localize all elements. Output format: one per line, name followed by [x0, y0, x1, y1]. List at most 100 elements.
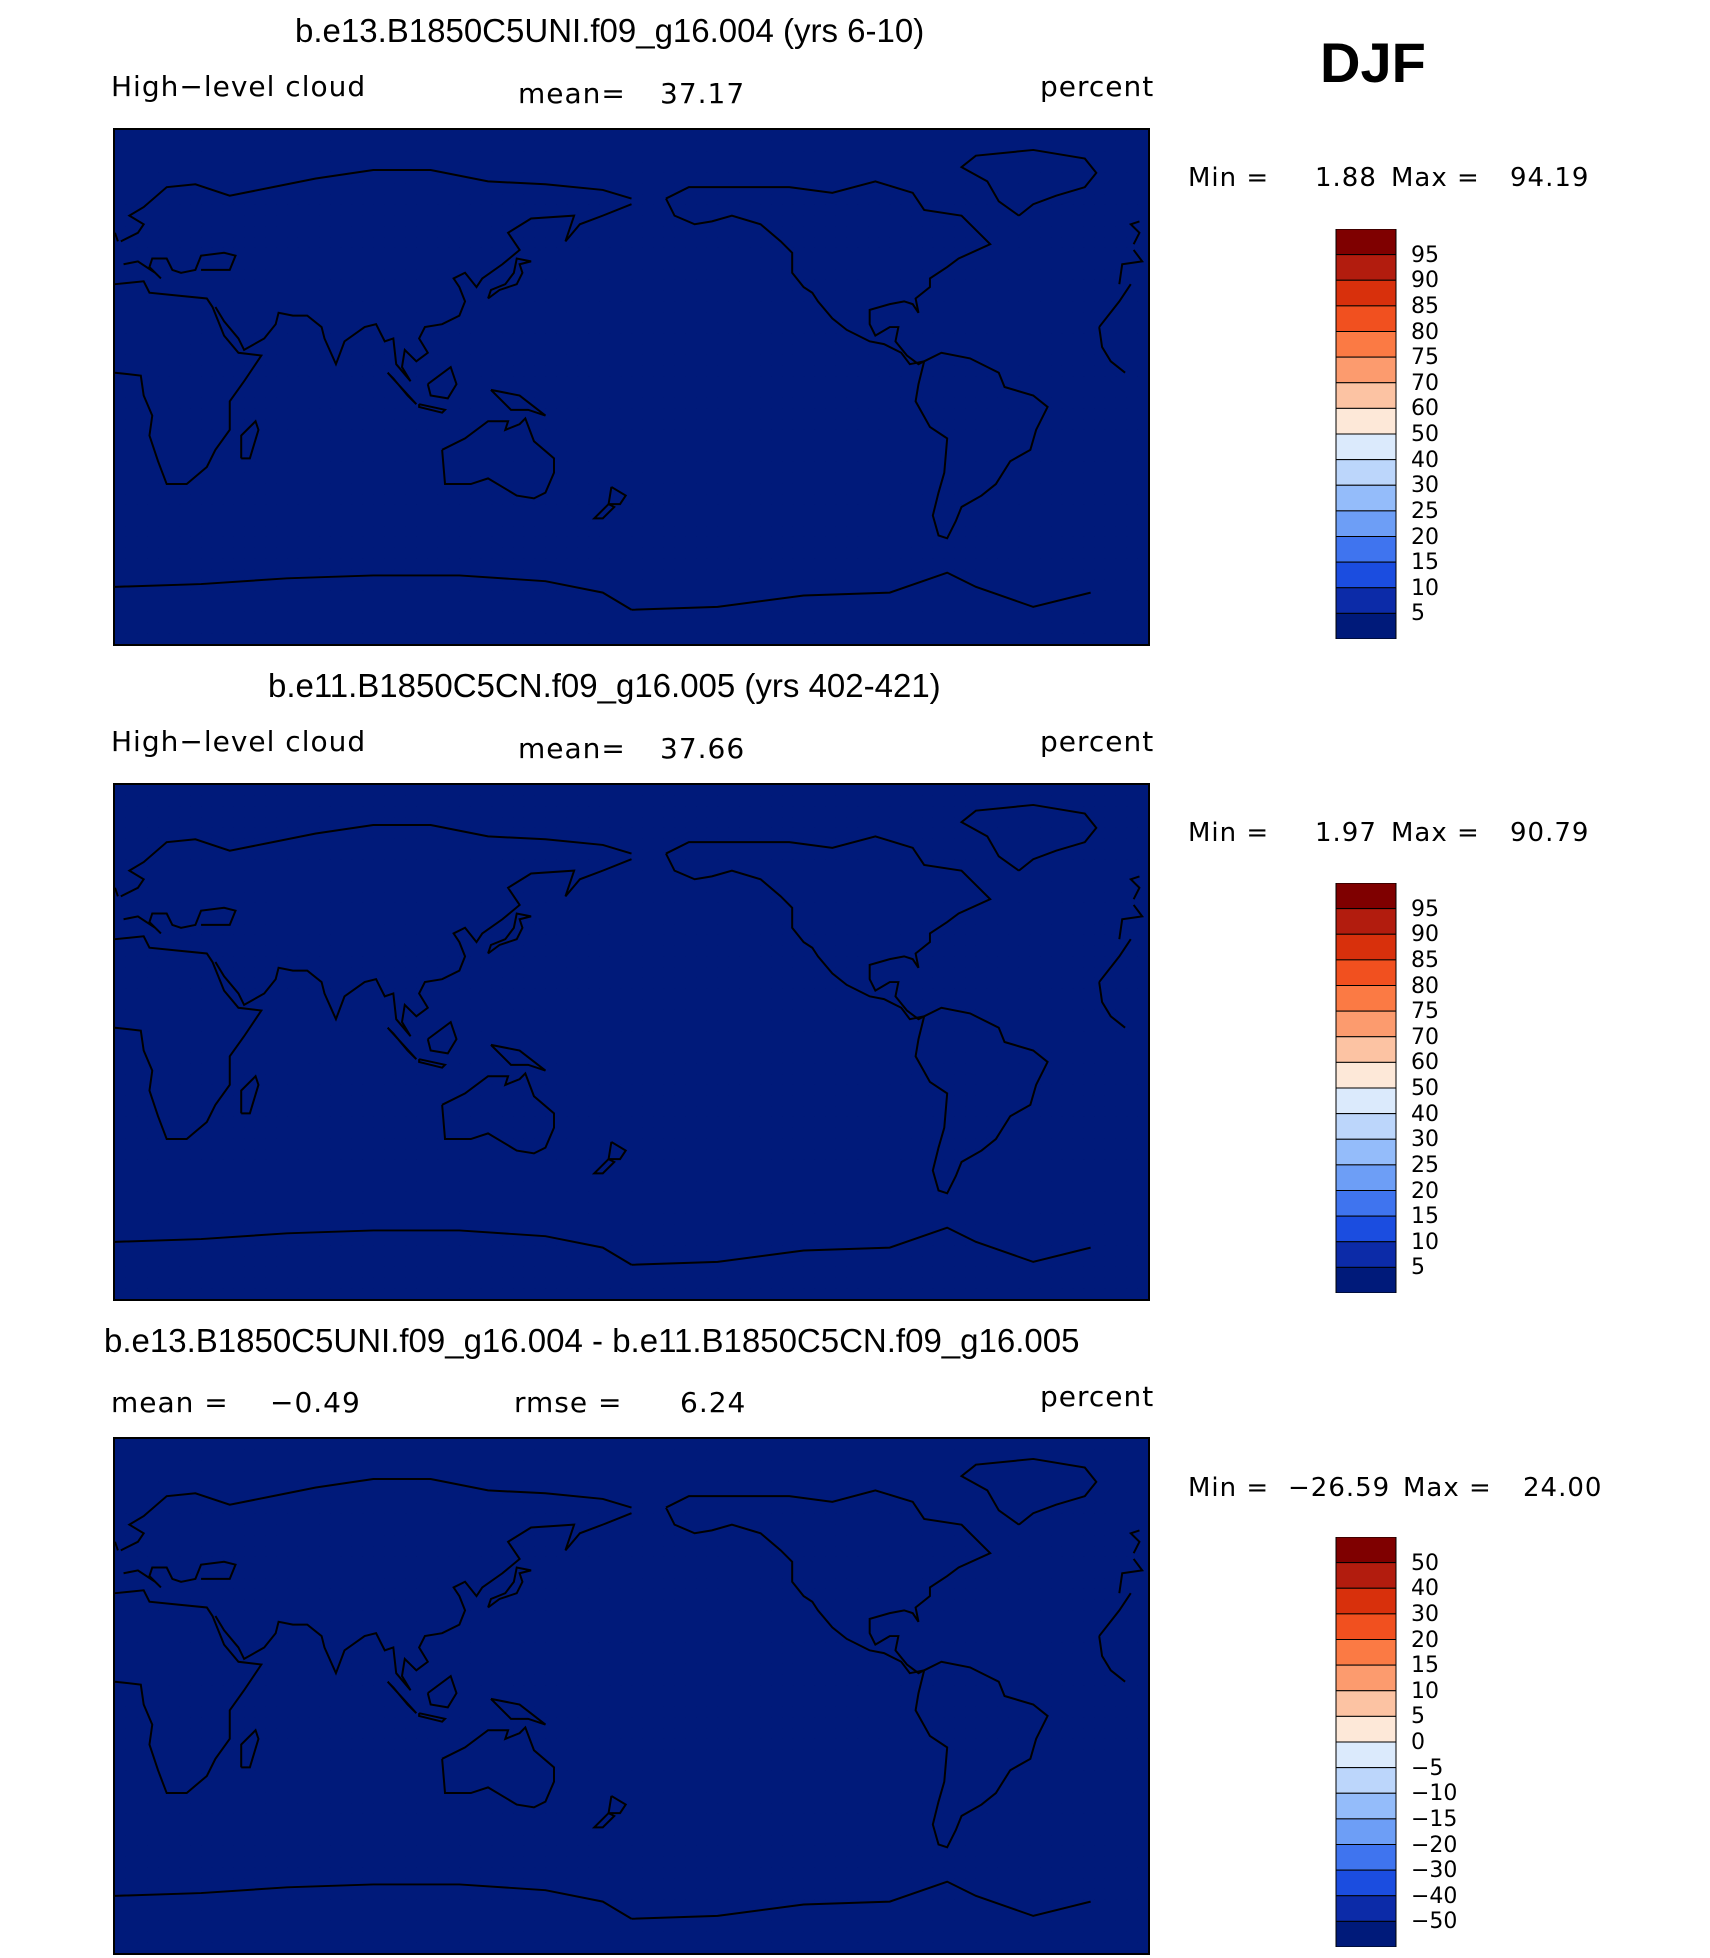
field-cell: [663, 558, 676, 570]
field-cell: [297, 376, 310, 388]
field-cell: [889, 376, 902, 388]
field-cell: [470, 419, 482, 431]
field-cell: [394, 504, 407, 517]
field-cell: [297, 172, 310, 185]
field-cell: [448, 526, 460, 538]
field-cell: [749, 162, 762, 174]
field-cell: [287, 312, 299, 324]
field-cell: [782, 795, 794, 808]
field-cell: [351, 547, 364, 559]
field-cell: [588, 194, 600, 206]
field-cell: [803, 258, 816, 270]
field-cell: [211, 601, 224, 613]
field-cell: [211, 194, 224, 206]
field-cell: [480, 590, 493, 602]
field-cell: [846, 558, 859, 570]
field-cell: [696, 344, 708, 356]
field-cell: [1094, 526, 1106, 538]
field-cell: [900, 247, 912, 260]
field-cell: [814, 611, 826, 624]
field-cell: [717, 226, 729, 238]
field-cell: [1051, 387, 1063, 399]
field-cell: [405, 226, 417, 238]
field-cell: [577, 151, 590, 163]
field-cell: [653, 397, 665, 410]
field-cell: [158, 333, 170, 345]
field-cell: [427, 344, 439, 356]
field-cell: [771, 472, 783, 484]
field-cell: [147, 611, 159, 624]
field-cell: [545, 130, 557, 142]
colorbar-swatch: [1335, 587, 1397, 614]
field-cell: [674, 611, 686, 624]
field-cell: [233, 504, 245, 517]
field-cell: [276, 526, 288, 538]
field-cell: [653, 237, 665, 249]
field-cell: [846, 215, 859, 227]
field-cell: [502, 558, 514, 570]
field-cell: [792, 795, 805, 808]
field-cell: [168, 312, 181, 324]
field-cell: [158, 172, 170, 185]
field-cell: [373, 558, 385, 570]
field-cell: [480, 279, 493, 292]
field-cell: [749, 344, 762, 356]
field-cell: [997, 204, 1009, 217]
field-cell: [685, 387, 697, 399]
field-cell: [1029, 312, 1041, 324]
field-cell: [588, 140, 600, 153]
field-cell: [330, 194, 342, 206]
field-cell: [319, 536, 331, 549]
field-cell: [1115, 451, 1128, 463]
field-cell: [609, 258, 622, 270]
field-cell: [932, 301, 945, 313]
field-cell: [276, 312, 288, 324]
field-cell: [362, 354, 374, 367]
field-cell: [577, 130, 590, 142]
field-cell: [835, 151, 848, 163]
field-cell: [803, 483, 816, 495]
field-cell: [566, 322, 579, 335]
field-cell: [115, 237, 127, 249]
field-cell: [545, 279, 557, 292]
field-cell: [1029, 258, 1041, 270]
field-cell: [523, 785, 536, 797]
field-cell: [470, 162, 482, 174]
field-cell: [965, 569, 977, 581]
field-cell: [706, 376, 719, 388]
field-cell: [534, 344, 547, 356]
field-cell: [222, 806, 234, 818]
field-cell: [825, 536, 837, 549]
field-cell: [297, 504, 310, 517]
field-cell: [179, 322, 191, 335]
field-cell: [1137, 397, 1148, 410]
field-cell: [943, 140, 955, 153]
field-cell: [244, 795, 256, 808]
field-cell: [760, 279, 772, 292]
field-cell: [1051, 151, 1063, 163]
field-cell: [254, 526, 267, 538]
field-cell: [1018, 526, 1031, 538]
field-cell: [696, 633, 708, 644]
field-cell: [825, 429, 837, 442]
field-cell: [222, 301, 234, 313]
field-cell: [287, 333, 299, 345]
field-cell: [943, 611, 955, 624]
field-cell: [448, 504, 460, 517]
field-cell: [158, 130, 170, 142]
field-cell: [599, 569, 611, 581]
field-cell: [642, 622, 654, 634]
field-cell: [717, 151, 729, 163]
field-cell: [147, 601, 159, 613]
field-cell: [491, 601, 503, 613]
field-cell: [825, 515, 837, 527]
field-cell: [1137, 526, 1148, 538]
field-cell: [1040, 504, 1052, 517]
field-cell: [1094, 151, 1106, 163]
field-cell: [534, 526, 547, 538]
field-cell: [685, 429, 697, 442]
field-cell: [1115, 472, 1128, 484]
field-cell: [642, 130, 654, 142]
field-cell: [276, 322, 288, 335]
field-cell: [760, 461, 772, 474]
